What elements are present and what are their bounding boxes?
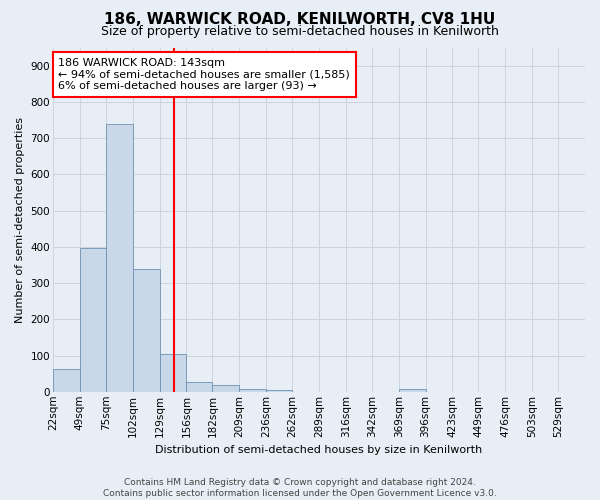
Bar (187, 382, 212, 392)
Text: 186, WARWICK ROAD, KENILWORTH, CV8 1HU: 186, WARWICK ROAD, KENILWORTH, CV8 1HU (104, 12, 496, 28)
Bar (53, 370, 80, 392)
Text: Contains HM Land Registry data © Crown copyright and database right 2024.
Contai: Contains HM Land Registry data © Crown c… (103, 478, 497, 498)
Bar (212, 385, 239, 392)
Bar (266, 390, 292, 392)
X-axis label: Distribution of semi-detached houses by size in Kenilworth: Distribution of semi-detached houses by … (155, 445, 482, 455)
Bar (160, 354, 187, 392)
Bar (398, 389, 425, 392)
Text: Size of property relative to semi-detached houses in Kenilworth: Size of property relative to semi-detach… (101, 25, 499, 38)
Y-axis label: Number of semi-detached properties: Number of semi-detached properties (15, 116, 25, 322)
Bar (80, 248, 106, 392)
Bar (239, 388, 266, 392)
Text: 186 WARWICK ROAD: 143sqm
← 94% of semi-detached houses are smaller (1,585)
6% of: 186 WARWICK ROAD: 143sqm ← 94% of semi-d… (58, 58, 350, 91)
Bar (106, 124, 133, 392)
Bar (133, 270, 160, 392)
